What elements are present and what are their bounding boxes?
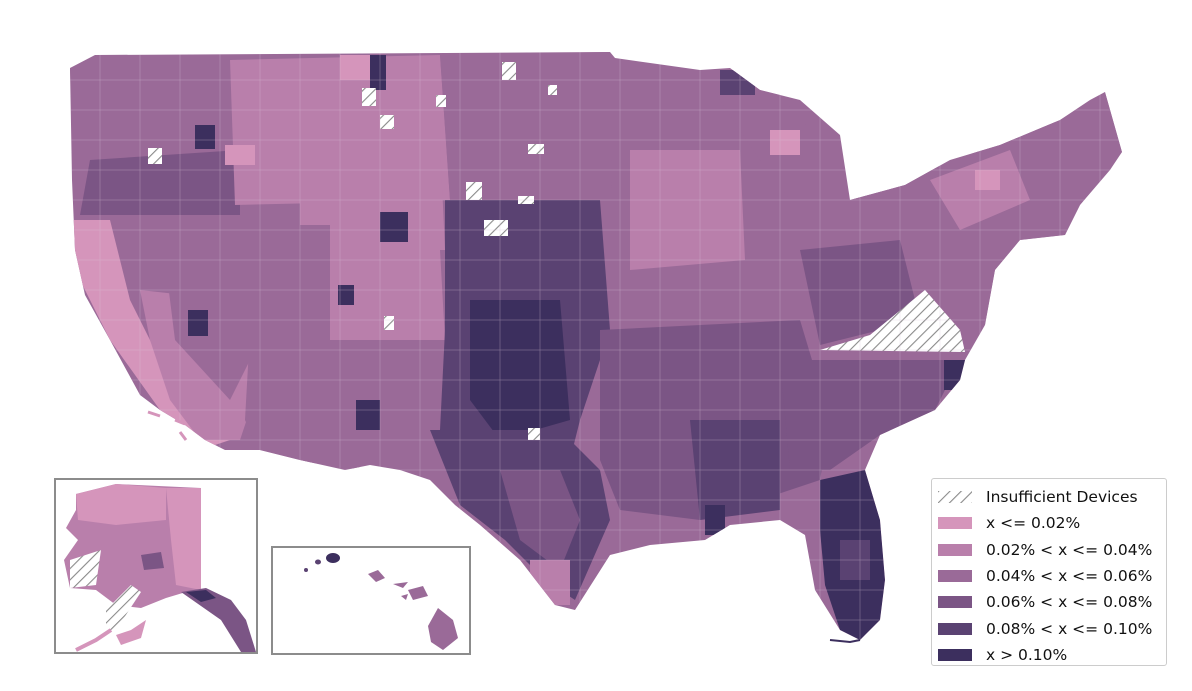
legend-swatch-bin1: [938, 543, 972, 556]
hawaii-map: [304, 553, 458, 650]
legend: Insufficient Devices x <= 0.02% 0.02% < …: [931, 478, 1167, 666]
insufficient-county: [384, 316, 394, 330]
legend-item-bin3: 0.06% < x <= 0.08%: [938, 589, 1160, 615]
legend-swatch-bin3: [938, 596, 972, 609]
insufficient-region-alaska-west: [70, 550, 101, 588]
county-region-colorado: [330, 250, 445, 340]
county-region-nevada: [160, 220, 265, 400]
insufficient-county: [148, 148, 162, 164]
insufficient-county: [380, 115, 394, 129]
legend-label: Insufficient Devices: [986, 488, 1138, 507]
county-dark-patch: [380, 212, 408, 242]
legend-label: 0.04% < x <= 0.06%: [986, 567, 1153, 586]
insufficient-region-virginia: [820, 290, 965, 352]
insufficient-county: [466, 182, 482, 200]
hawaii-big-island: [428, 608, 458, 650]
county-border-grid: [70, 52, 1122, 640]
alaska-dark-county: [141, 552, 164, 570]
insufficient-county: [436, 95, 446, 107]
alaska-inset: [54, 478, 258, 654]
county-light-patch: [225, 145, 255, 165]
insufficient-county: [362, 88, 376, 106]
county-region-iowa-illinois: [630, 150, 745, 270]
legend-item-bin5: x > 0.10%: [938, 642, 1160, 668]
alaska-panhandle: [181, 588, 256, 652]
county-light-patch: [975, 170, 1000, 190]
aleutian-islands: [75, 628, 113, 652]
county-light-patch: [340, 55, 370, 80]
legend-label: 0.08% < x <= 0.10%: [986, 619, 1153, 638]
insufficient-county: [528, 144, 544, 154]
county-dark-patch: [944, 360, 966, 390]
county-dark-patch: [195, 125, 215, 149]
county-region-kansas-oklahoma: [470, 300, 570, 440]
county-region-oregon: [80, 150, 240, 215]
legend-swatch-hatch: [938, 491, 972, 504]
hawaii-niihau: [315, 559, 321, 565]
county-region-utah: [260, 225, 330, 330]
alaska-interior-east: [166, 488, 201, 590]
legend-swatch-bin2: [938, 570, 972, 583]
county-dark-patch: [720, 70, 755, 95]
legend-item-insufficient: Insufficient Devices: [938, 484, 1160, 510]
alaska-juneau: [186, 590, 216, 602]
florida-keys: [829, 639, 861, 644]
county-light-patch: [770, 130, 800, 155]
county-region-wyoming: [300, 140, 445, 250]
hawaii-small-island: [304, 568, 308, 572]
county-dark-patch: [356, 400, 380, 430]
county-dark-patch: [370, 55, 386, 90]
alaska-map: [64, 484, 256, 652]
county-region-arizona: [245, 330, 360, 470]
legend-label: 0.02% < x <= 0.04%: [986, 540, 1153, 559]
alaska-kodiak: [116, 620, 146, 645]
legend-item-bin0: x <= 0.02%: [938, 510, 1160, 536]
legend-item-bin4: 0.08% < x <= 0.10%: [938, 615, 1160, 641]
county-dark-patch: [338, 285, 354, 305]
hawaii-lanai: [401, 594, 408, 600]
legend-item-bin2: 0.04% < x <= 0.06%: [938, 563, 1160, 589]
county-region-new-mexico: [345, 340, 440, 465]
hawaii-molokai: [393, 582, 408, 588]
county-region-dakotas: [440, 52, 612, 200]
legend-swatch-bin5: [938, 648, 972, 661]
county-dark-patch: [705, 505, 725, 535]
insufficient-region-alaska-southwest: [106, 585, 141, 640]
insufficient-county: [502, 62, 516, 80]
legend-swatch-bin4: [938, 622, 972, 635]
legend-swatch-bin0: [938, 517, 972, 530]
county-region-georgia-carolinas: [780, 360, 960, 470]
legend-label: x > 0.10%: [986, 645, 1068, 664]
legend-label: 0.06% < x <= 0.08%: [986, 593, 1153, 612]
insufficient-county: [528, 428, 540, 440]
county-dark-patch: [188, 310, 208, 336]
channel-islands: [147, 410, 188, 441]
hawaii-maui: [408, 586, 428, 600]
hawaii-inset: [271, 546, 471, 655]
county-light-patch: [530, 560, 570, 605]
legend-label: x <= 0.02%: [986, 514, 1081, 533]
insufficient-county: [548, 85, 557, 95]
legend-item-bin1: 0.02% < x <= 0.04%: [938, 537, 1160, 563]
hawaii-oahu: [368, 570, 385, 582]
alaska-north-slope: [76, 484, 166, 525]
insufficient-county: [484, 220, 508, 236]
hawaii-kauai: [326, 553, 340, 563]
